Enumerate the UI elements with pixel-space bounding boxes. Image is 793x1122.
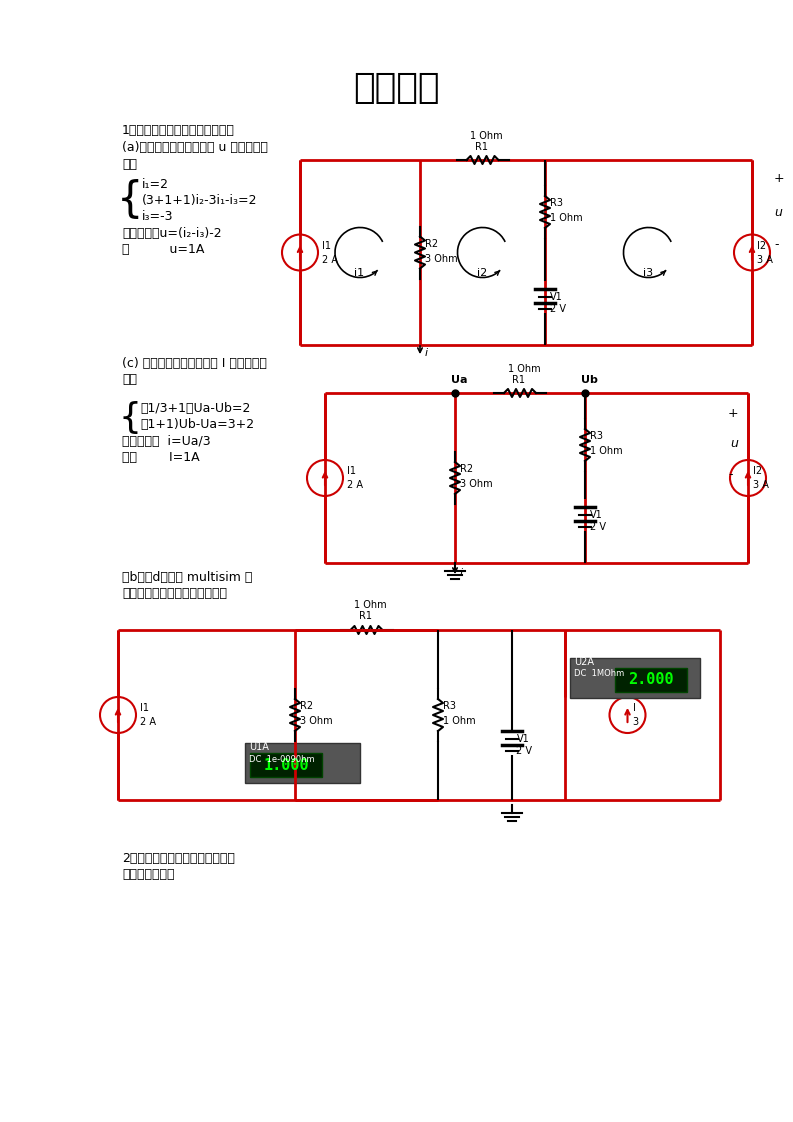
Bar: [570, 657, 700, 698]
Text: i₁=2: i₁=2: [142, 177, 169, 191]
Text: I2: I2: [753, 466, 762, 476]
Text: 1.000: 1.000: [263, 757, 308, 773]
Text: U1A: U1A: [249, 742, 269, 752]
Text: I1: I1: [347, 466, 356, 476]
Text: (3+1+1)i₂-3i₁-i₃=2: (3+1+1)i₂-3i₁-i₃=2: [142, 193, 258, 206]
Text: U2A: U2A: [574, 657, 594, 666]
Text: i₃=-3: i₃=-3: [142, 210, 174, 222]
Text: i: i: [460, 568, 463, 578]
Text: u: u: [730, 436, 737, 450]
Text: （1/3+1）Ua-Ub=2: （1/3+1）Ua-Ub=2: [140, 402, 251, 414]
Text: i1: i1: [354, 267, 364, 277]
Text: +: +: [728, 406, 738, 420]
Text: 如图所示电路：: 如图所示电路：: [122, 867, 174, 881]
Bar: [245, 743, 360, 783]
Text: 1 Ohm: 1 Ohm: [508, 364, 541, 374]
Text: {: {: [117, 180, 144, 221]
Text: 3 Ohm: 3 Ohm: [300, 716, 332, 726]
Text: V1: V1: [516, 734, 529, 744]
Text: 2 A: 2 A: [140, 717, 156, 727]
Text: +: +: [774, 172, 784, 184]
Text: R3: R3: [550, 197, 563, 208]
Text: 补列方程：u=(i₂-i₃)-2: 补列方程：u=(i₂-i₃)-2: [122, 227, 221, 239]
Text: i2: i2: [477, 267, 487, 277]
Text: (c) 用节点电位法计算电流 I 的理论值。: (c) 用节点电位法计算电流 I 的理论值。: [122, 357, 267, 369]
Text: R2: R2: [300, 701, 313, 711]
Text: i: i: [425, 348, 428, 358]
Text: Ub: Ub: [581, 375, 598, 385]
Text: 得          u=1A: 得 u=1A: [122, 242, 205, 256]
Text: 2 A: 2 A: [322, 255, 338, 265]
Text: 解：: 解：: [122, 373, 137, 386]
Text: 3 A: 3 A: [757, 255, 773, 265]
Text: 3 A: 3 A: [753, 480, 769, 490]
Text: 解：: 解：: [122, 157, 137, 171]
Text: 补列方程：  i=Ua/3: 补列方程： i=Ua/3: [122, 434, 211, 448]
Text: 2 A: 2 A: [347, 480, 363, 490]
Text: R1: R1: [512, 375, 525, 385]
Text: V1: V1: [550, 292, 563, 302]
Text: （1+1)Ub-Ua=3+2: （1+1)Ub-Ua=3+2: [140, 417, 254, 431]
Text: R2: R2: [460, 465, 473, 473]
Text: R3: R3: [443, 701, 456, 711]
Bar: [615, 668, 687, 692]
Text: -: -: [728, 469, 733, 481]
Text: 解得        I=1A: 解得 I=1A: [122, 451, 200, 463]
Text: V1: V1: [590, 511, 603, 519]
Text: 1 Ohm: 1 Ohm: [443, 716, 476, 726]
Text: (a)用网孔电流法计算电压 u 的理论值。: (a)用网孔电流法计算电压 u 的理论值。: [122, 140, 268, 154]
Text: 1、用网孔法和节点发求解电路。: 1、用网孔法和节点发求解电路。: [122, 123, 235, 137]
Text: DC  1MOhm: DC 1MOhm: [574, 670, 624, 679]
Text: I: I: [633, 703, 635, 712]
Text: 1 Ohm: 1 Ohm: [470, 131, 503, 141]
Text: 1 Ohm: 1 Ohm: [354, 600, 387, 610]
Text: 3 Ohm: 3 Ohm: [460, 479, 492, 489]
Text: 2、叠加定理和齐次定理的验证。: 2、叠加定理和齐次定理的验证。: [122, 852, 235, 864]
Text: 1 Ohm: 1 Ohm: [550, 213, 583, 223]
Text: R3: R3: [590, 431, 603, 441]
Text: DC  1e-0090hm: DC 1e-0090hm: [249, 754, 315, 763]
Text: 2 V: 2 V: [590, 522, 606, 532]
Text: 2 V: 2 V: [550, 304, 566, 314]
Text: 3 Ohm: 3 Ohm: [425, 254, 458, 264]
Text: （b）（d）利用 multisim 进: （b）（d）利用 multisim 进: [122, 570, 252, 583]
Text: i3: i3: [642, 267, 653, 277]
Text: I2: I2: [757, 240, 766, 250]
Text: 2 V: 2 V: [516, 746, 533, 756]
Text: Ua: Ua: [451, 375, 468, 385]
Text: R2: R2: [425, 239, 438, 248]
Text: u: u: [774, 205, 782, 219]
Text: 仿真设计: 仿真设计: [353, 71, 439, 105]
Text: I1: I1: [322, 240, 331, 250]
Text: I1: I1: [140, 703, 149, 712]
Text: 3: 3: [633, 717, 638, 727]
Bar: [250, 753, 322, 778]
Text: 2.000: 2.000: [628, 672, 674, 688]
Text: 1 Ohm: 1 Ohm: [590, 447, 623, 456]
Text: R1: R1: [474, 142, 488, 151]
Text: -: -: [774, 239, 779, 251]
Text: 行电路仿真，用虚拟仪表验证。: 行电路仿真，用虚拟仪表验证。: [122, 587, 227, 599]
Text: R1: R1: [358, 611, 371, 620]
Text: {: {: [118, 401, 141, 435]
